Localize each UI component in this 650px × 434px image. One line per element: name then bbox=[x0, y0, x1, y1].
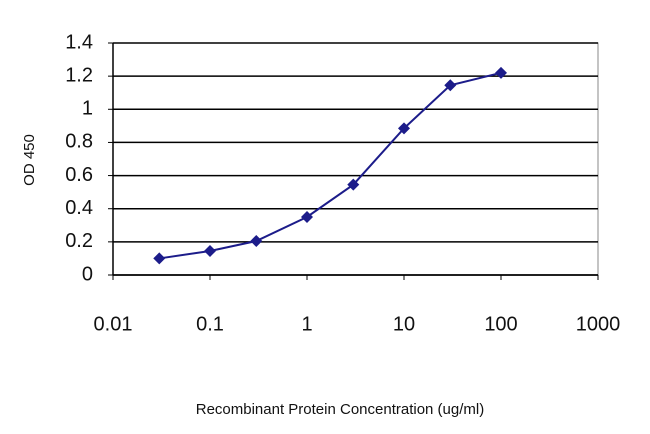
point-marker bbox=[204, 244, 216, 257]
y-tick-label: 0.6 bbox=[65, 164, 93, 186]
x-tick-label: 10 bbox=[393, 313, 415, 335]
point-marker bbox=[398, 122, 410, 135]
y-tick-label: 0.8 bbox=[65, 131, 93, 153]
x-axis-title: Recombinant Protein Concentration (ug/ml… bbox=[196, 401, 484, 418]
y-axis-title: OD 450 bbox=[21, 134, 38, 186]
point-marker bbox=[301, 211, 313, 223]
point-marker bbox=[495, 66, 507, 79]
y-tick-label: 1.2 bbox=[65, 64, 93, 86]
point-marker bbox=[444, 79, 457, 92]
series-line bbox=[159, 71, 502, 260]
plot-area bbox=[112, 42, 599, 276]
point-marker bbox=[347, 178, 360, 191]
point-marker bbox=[153, 252, 166, 265]
y-tick-label: 0.2 bbox=[65, 230, 93, 252]
y-tick-label: 1.4 bbox=[65, 31, 93, 53]
y-tick-label: 0.4 bbox=[65, 197, 93, 219]
point-marker bbox=[250, 235, 263, 248]
y-tick-label: 0 bbox=[82, 263, 93, 285]
x-tick-label: 1 bbox=[301, 313, 312, 335]
x-tick-label: 1000 bbox=[576, 313, 621, 335]
x-tick-label: 0.01 bbox=[94, 313, 133, 335]
x-tick-label: 0.1 bbox=[196, 313, 224, 335]
x-tick-label: 100 bbox=[484, 313, 517, 335]
y-tick-label: 1 bbox=[82, 98, 93, 120]
